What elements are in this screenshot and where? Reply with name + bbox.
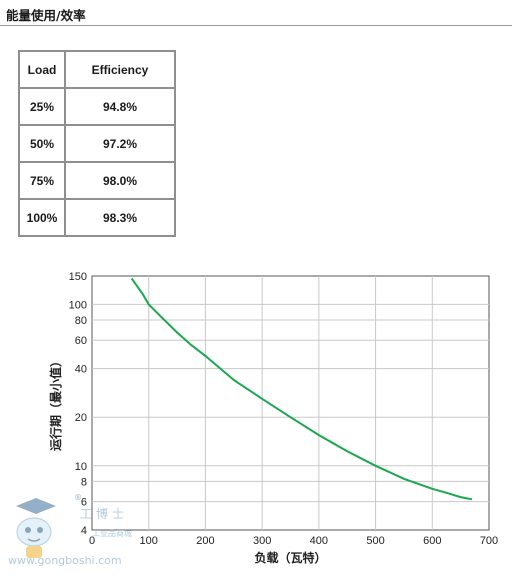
y-tick-label: 60 (75, 335, 87, 347)
plot-area (91, 275, 490, 531)
y-tick-label: 100 (69, 299, 87, 311)
y-tick-label: 150 (69, 271, 87, 283)
x-tick-label: 600 (423, 535, 441, 547)
cell-efficiency: 98.3% (64, 198, 176, 237)
header-efficiency: Efficiency (64, 50, 176, 89)
x-tick-label: 200 (196, 535, 214, 547)
watermark-tagline: 工业品商城 (92, 528, 132, 538)
x-tick-label: 700 (480, 535, 498, 547)
cell-efficiency: 94.8% (64, 87, 176, 126)
cell-load: 75% (18, 161, 66, 200)
y-tick-label: 6 (81, 497, 87, 509)
x-tick-label: 100 (140, 535, 158, 547)
runtime-line (130, 277, 473, 501)
section-header: 能量使用/效率 (0, 0, 512, 26)
runtime-chart: 0 100 200 300 400 500 600 700 4 6 8 10 20 40 60 80 100 1… (48, 271, 498, 565)
y-tick-label: 4 (81, 525, 87, 537)
x-axis-label: 负载（瓦特） (254, 550, 326, 565)
section-title: 能量使用/效率 (6, 8, 86, 23)
y-tick-label: 80 (75, 315, 87, 327)
cell-load: 100% (18, 198, 66, 237)
table-row: 50% 97.2% (18, 124, 176, 163)
mascot-icon (16, 498, 56, 558)
y-tick-label: 8 (81, 476, 87, 488)
x-tick-label: 0 (89, 535, 95, 547)
y-tick-label: 20 (75, 412, 87, 424)
table-header-row: Load Efficiency (18, 50, 176, 89)
header-load: Load (18, 50, 66, 89)
x-tick-labels: 0 100 200 300 400 500 600 700 (89, 535, 498, 547)
y-tick-label: 40 (75, 364, 87, 376)
y-axis-label: 运行期（最小值） (48, 355, 63, 451)
watermark-url: www.gongboshi.com (8, 554, 122, 567)
y-tick-labels: 4 6 8 10 20 40 60 80 100 150 (69, 271, 87, 537)
x-tick-label: 400 (310, 535, 328, 547)
cell-load: 50% (18, 124, 66, 163)
y-tick-label: 10 (75, 461, 87, 473)
cell-efficiency: 98.0% (64, 161, 176, 200)
table-row: 25% 94.8% (18, 87, 176, 126)
table-row: 100% 98.3% (18, 198, 176, 237)
watermark-brand: 工博士 (80, 506, 128, 521)
cell-efficiency: 97.2% (64, 124, 176, 163)
table-row: 75% 98.0% (18, 161, 176, 200)
x-tick-label: 500 (366, 535, 384, 547)
registered-mark: ® (74, 493, 82, 502)
watermark-logo: ® 工博士 工业品商城 www.gongboshi.com (8, 493, 132, 567)
efficiency-table: Load Efficiency 25% 94.8% 50% 97.2% 75% … (18, 50, 176, 237)
cell-load: 25% (18, 87, 66, 126)
x-tick-label: 300 (253, 535, 271, 547)
